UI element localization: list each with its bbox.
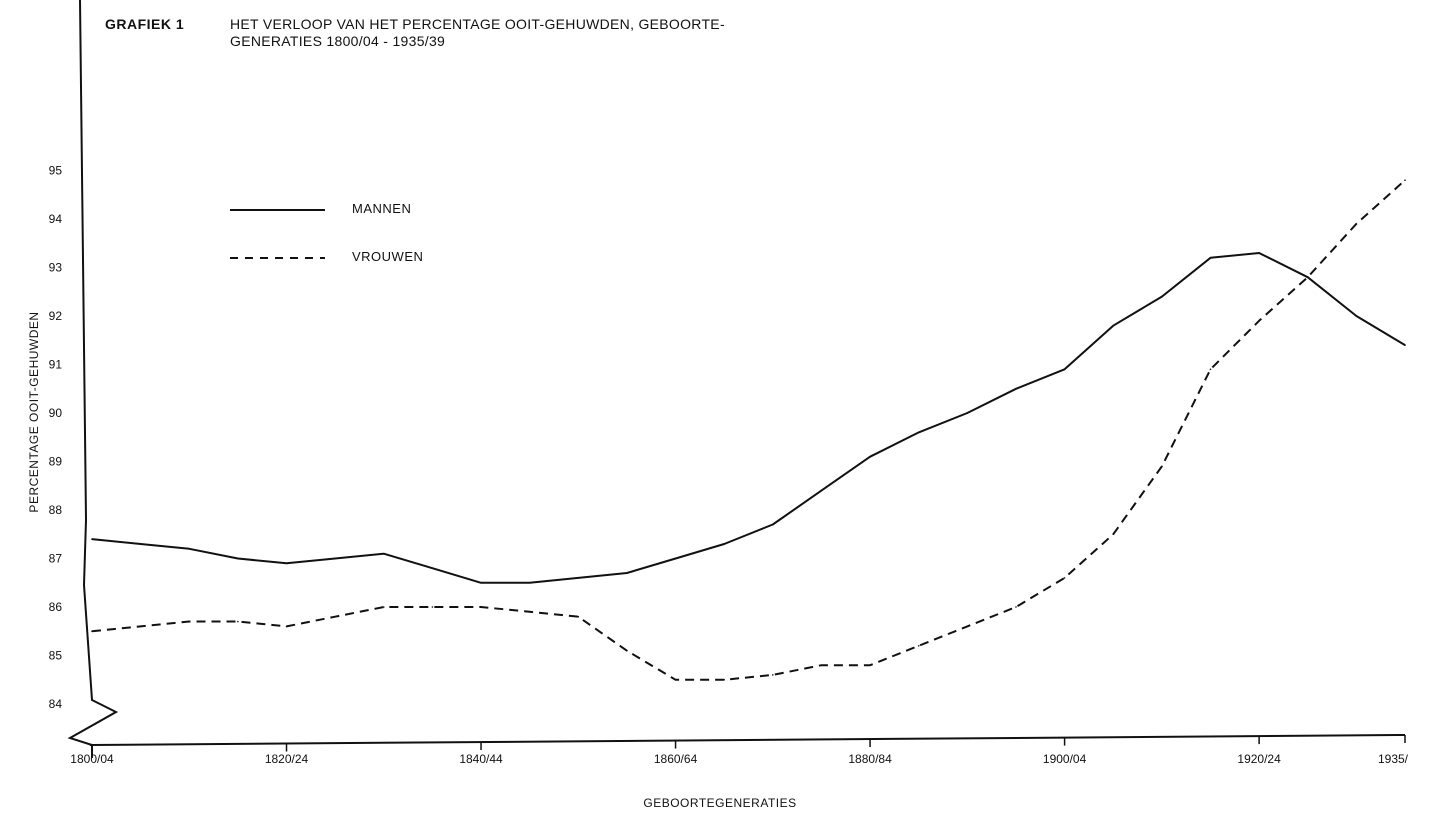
data-point: [431, 567, 434, 569]
legend-label: VROUWEN: [352, 249, 423, 264]
y-tick-label: 93: [49, 261, 63, 275]
data-point: [626, 649, 628, 652]
data-point: [966, 412, 969, 414]
data-point: [1306, 276, 1309, 279]
chart-axes: [67, 0, 1406, 758]
data-point: [528, 611, 531, 613]
x-tick-label: 1860/64: [654, 752, 698, 766]
y-tick-label: 84: [49, 697, 63, 711]
y-tick-label: 90: [49, 406, 63, 420]
data-point: [772, 674, 774, 676]
y-tick-label: 89: [49, 455, 63, 469]
data-point: [674, 678, 677, 681]
y-tick-label: 94: [49, 212, 63, 226]
data-point: [237, 620, 239, 623]
data-point: [917, 645, 920, 647]
data-point: [237, 557, 239, 560]
data-point: [188, 548, 191, 550]
y-axis-line: [67, 0, 119, 758]
data-point: [577, 577, 580, 579]
data-point: [91, 538, 93, 540]
x-tick-label: 1880/84: [848, 752, 892, 766]
data-point: [1209, 257, 1212, 259]
series-line-vrouwen: [91, 179, 1406, 681]
data-point: [139, 543, 142, 545]
data-point: [1355, 315, 1358, 317]
data-point: [723, 678, 725, 681]
data-point: [1209, 368, 1212, 371]
data-point: [334, 615, 336, 618]
figure-label: GRAFIEK 1: [105, 16, 185, 32]
x-tick-label: 1840/44: [459, 752, 503, 766]
data-point: [674, 557, 677, 560]
data-point: [1258, 320, 1260, 322]
x-tick-label: 1935/: [1378, 752, 1409, 766]
x-axis-title: GEBOORTEGENERATIES: [643, 796, 796, 810]
data-point: [91, 630, 93, 633]
data-point: [1404, 344, 1406, 346]
y-axis-ticks: 84 85 86 87 88 89 90 91 92 93 94 95: [49, 164, 63, 712]
data-point: [966, 625, 969, 628]
chart-title-line2: GENERATIES 1800/04 - 1935/39: [230, 33, 446, 49]
y-tick-label: 95: [49, 164, 63, 178]
data-point: [480, 606, 482, 608]
data-point: [528, 581, 531, 584]
data-point: [577, 615, 580, 618]
data-point: [626, 572, 628, 574]
data-point: [723, 543, 725, 545]
data-point: [1161, 295, 1163, 298]
x-tick-label: 1820/24: [265, 752, 309, 766]
legend-label: MANNEN: [352, 201, 411, 216]
data-point: [820, 489, 823, 492]
y-tick-label: 88: [49, 503, 63, 517]
y-tick-label: 92: [49, 309, 63, 323]
series-line-mannen: [91, 252, 1406, 584]
x-tick-label: 1920/24: [1237, 752, 1281, 766]
x-tick-label: 1800/04: [70, 752, 114, 766]
data-point: [1015, 606, 1017, 608]
y-axis-title: PERCENTAGE OOIT-GEHUWDEN: [27, 311, 41, 512]
data-point: [1063, 577, 1066, 579]
data-point: [382, 606, 385, 608]
data-point: [1112, 324, 1115, 327]
data-point: [1258, 252, 1260, 254]
data-point: [917, 431, 920, 434]
data-point: [285, 625, 288, 628]
data-point: [188, 620, 191, 623]
data-point: [1161, 465, 1163, 468]
data-point: [1404, 179, 1406, 181]
data-point: [869, 455, 871, 458]
data-point: [1355, 223, 1358, 225]
x-axis-line: [89, 734, 1406, 746]
data-point: [1063, 368, 1066, 371]
chart-title-line1: HET VERLOOP VAN HET PERCENTAGE OOIT-GEHU…: [230, 16, 725, 32]
y-tick-label: 91: [49, 358, 63, 372]
data-point: [431, 606, 434, 608]
y-tick-label: 86: [49, 600, 63, 614]
x-tick-label: 1900/04: [1043, 752, 1087, 766]
data-point: [869, 664, 871, 666]
data-point: [1112, 533, 1115, 536]
chart-title: HET VERLOOP VAN HET PERCENTAGE OOIT-GEHU…: [230, 16, 930, 50]
y-tick-label: 87: [49, 552, 63, 566]
y-tick-label: 85: [49, 649, 63, 663]
data-point: [820, 664, 823, 666]
data-point: [772, 523, 774, 526]
legend: MANNEN VROUWEN: [230, 201, 423, 264]
data-point: [1015, 387, 1017, 390]
data-point: [139, 625, 142, 628]
x-axis-ticks: 1800/04 1820/24 1840/44 1860/64 1880/84 1900/…: [70, 735, 1409, 766]
series-lines: [91, 179, 1406, 681]
data-point: [334, 557, 336, 560]
data-point: [480, 581, 482, 584]
data-point: [285, 562, 288, 565]
data-point: [382, 552, 385, 555]
